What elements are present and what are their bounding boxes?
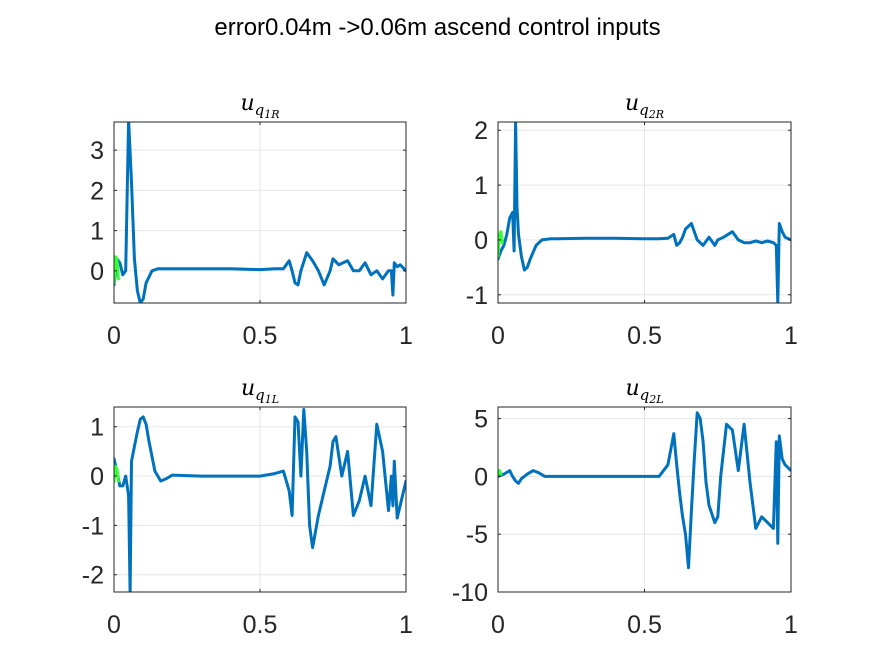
x-tick-label-uq2l-1: 0.5 xyxy=(627,611,662,639)
x-tick-label-uq2r-2: 1 xyxy=(784,322,798,350)
y-tick-label-uq1l-0: -2 xyxy=(82,562,104,590)
figure-title: error0.04m ->0.06m ascend control inputs xyxy=(214,14,661,41)
y-tick-label-uq1l-2: 0 xyxy=(90,463,104,491)
y-tick-label-uq2l-1: -5 xyxy=(466,521,488,549)
y-tick-label-uq2r-3: 2 xyxy=(474,117,488,145)
x-tick-label-uq1l-2: 1 xyxy=(399,611,413,639)
y-tick-label-uq2l-2: 0 xyxy=(474,463,488,491)
subplot-title-uq2l: uq2L xyxy=(625,376,663,406)
x-tick-label-uq2l-0: 0 xyxy=(491,611,505,639)
subplot-title-uq2r: uq2R xyxy=(625,91,664,121)
series-line-main-uq1r xyxy=(114,122,406,303)
y-tick-label-uq1r-1: 1 xyxy=(90,218,104,246)
series-line-main-uq2r xyxy=(498,122,791,303)
x-tick-label-uq1l-0: 0 xyxy=(107,611,121,639)
x-tick-label-uq1l-1: 0.5 xyxy=(243,611,278,639)
y-tick-label-uq1r-0: 0 xyxy=(90,258,104,286)
subplot-title-uq1l: uq1L xyxy=(241,376,279,406)
subplot-uq1r: 0 0.5 1 0 1 2 3 uq1R xyxy=(90,91,413,350)
y-tick-label-uq2r-0: -1 xyxy=(466,282,488,310)
y-tick-label-uq1l-1: -1 xyxy=(82,512,104,540)
y-tick-label-uq2r-1: 0 xyxy=(474,227,488,255)
subplot-title-uq1r: uq1R xyxy=(240,91,279,121)
y-tick-label-uq2l-3: 5 xyxy=(474,406,488,434)
x-tick-label-uq1r-1: 0.5 xyxy=(243,322,278,350)
series-line-secondary-uq1l xyxy=(114,464,120,483)
subplot-uq2l: 0 0.5 1 -10 -5 0 5 uq2L xyxy=(452,376,798,639)
series-line-main-uq2l xyxy=(498,411,791,570)
x-tick-label-uq1r-2: 1 xyxy=(399,322,413,350)
y-tick-label-uq2r-2: 1 xyxy=(474,172,488,200)
x-tick-label-uq2l-2: 1 xyxy=(784,611,798,639)
x-tick-label-uq1r-0: 0 xyxy=(107,322,121,350)
x-tick-label-uq2r-1: 0.5 xyxy=(627,322,662,350)
series-line-secondary-uq1r xyxy=(114,255,120,285)
y-tick-label-uq1r-2: 2 xyxy=(90,177,104,205)
y-tick-label-uq2l-0: -10 xyxy=(452,579,488,607)
y-tick-label-uq1r-3: 3 xyxy=(90,137,104,165)
y-tick-label-uq1l-3: 1 xyxy=(90,414,104,442)
series-line-secondary-uq2r xyxy=(498,230,504,258)
x-tick-label-uq2r-0: 0 xyxy=(491,322,505,350)
subplot-uq1l: 0 0.5 1 -2 -1 0 1 uq1L xyxy=(82,376,413,639)
series-line-main-uq1l xyxy=(114,408,406,592)
